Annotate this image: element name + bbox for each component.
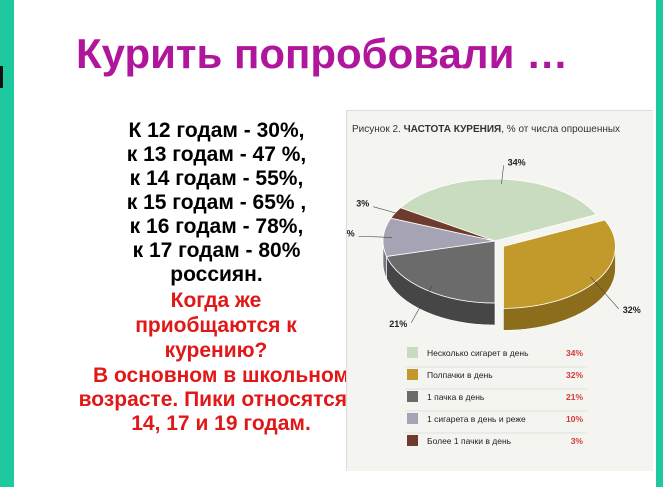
legend-label: 1 пачка в день xyxy=(427,392,485,402)
stats-line: россиян. xyxy=(170,263,263,286)
slice-value-label: 32% xyxy=(623,305,641,315)
chart-title: ЧАСТОТА КУРЕНИЯ xyxy=(403,124,502,135)
leader-line xyxy=(590,276,620,310)
legend-value: 3% xyxy=(571,436,584,446)
leader-line xyxy=(373,206,404,216)
legend-label: 1 сигарета в день и реже xyxy=(427,414,526,424)
leader-line xyxy=(501,165,504,185)
legend-label: Более 1 пачки в день xyxy=(427,436,512,446)
chart-heading: Рисунок 2. ЧАСТОТА КУРЕНИЯ, % от числа о… xyxy=(352,124,620,135)
leader-line xyxy=(358,235,393,238)
stats-line: к 16 годам - 78%, xyxy=(129,215,304,238)
legend-swatch xyxy=(407,435,418,446)
legend-swatch xyxy=(407,369,418,380)
leader-line xyxy=(410,285,433,323)
stats-line: к 13 годам - 47 %, xyxy=(126,143,307,166)
slice-value-label: 10% xyxy=(347,228,355,238)
legend-value: 32% xyxy=(566,370,583,380)
stats-block: К 12 годам - 30%, к 13 годам - 47 %, к 1… xyxy=(84,119,349,287)
chart-subtitle: , % от числа опрошенных xyxy=(501,124,621,135)
slice-value-label: 21% xyxy=(389,319,407,329)
stats-line: К 12 годам - 30%, xyxy=(128,119,305,142)
question-text: Когда же приобщаются к курению? xyxy=(135,289,297,362)
figure-label: Рисунок 2. xyxy=(352,124,401,135)
legend-value: 34% xyxy=(566,348,583,358)
slide-title: Курить попробовали … xyxy=(76,30,569,77)
legend-swatch xyxy=(407,413,418,424)
slice-value-label: 34% xyxy=(508,158,526,168)
legend-label: Несколько сигарет в день xyxy=(427,348,529,358)
pie-slice xyxy=(385,240,496,304)
legend-swatch xyxy=(407,391,418,402)
pie-chart: 34% 32% 21% 10% 3% Несколько сигарет в день 34… xyxy=(347,158,641,446)
answer-text: В основном в школьном возрасте. Пики отн… xyxy=(78,364,364,435)
stats-line: к 14 годам - 55%, xyxy=(129,167,304,190)
slice-value-label: 3% xyxy=(356,199,369,209)
legend-value: 10% xyxy=(566,414,583,424)
stats-line: к 17 годам - 80% xyxy=(132,239,301,262)
chart-figure: Рисунок 2. ЧАСТОТА КУРЕНИЯ, % от числа о… xyxy=(346,110,653,471)
legend-label: Полпачки в день xyxy=(427,370,493,380)
legend-value: 21% xyxy=(566,392,583,402)
stats-line: к 15 годам - 65% , xyxy=(126,191,307,214)
edge-mark xyxy=(0,66,3,88)
legend-swatch xyxy=(407,347,418,358)
pie-slice xyxy=(503,219,616,309)
